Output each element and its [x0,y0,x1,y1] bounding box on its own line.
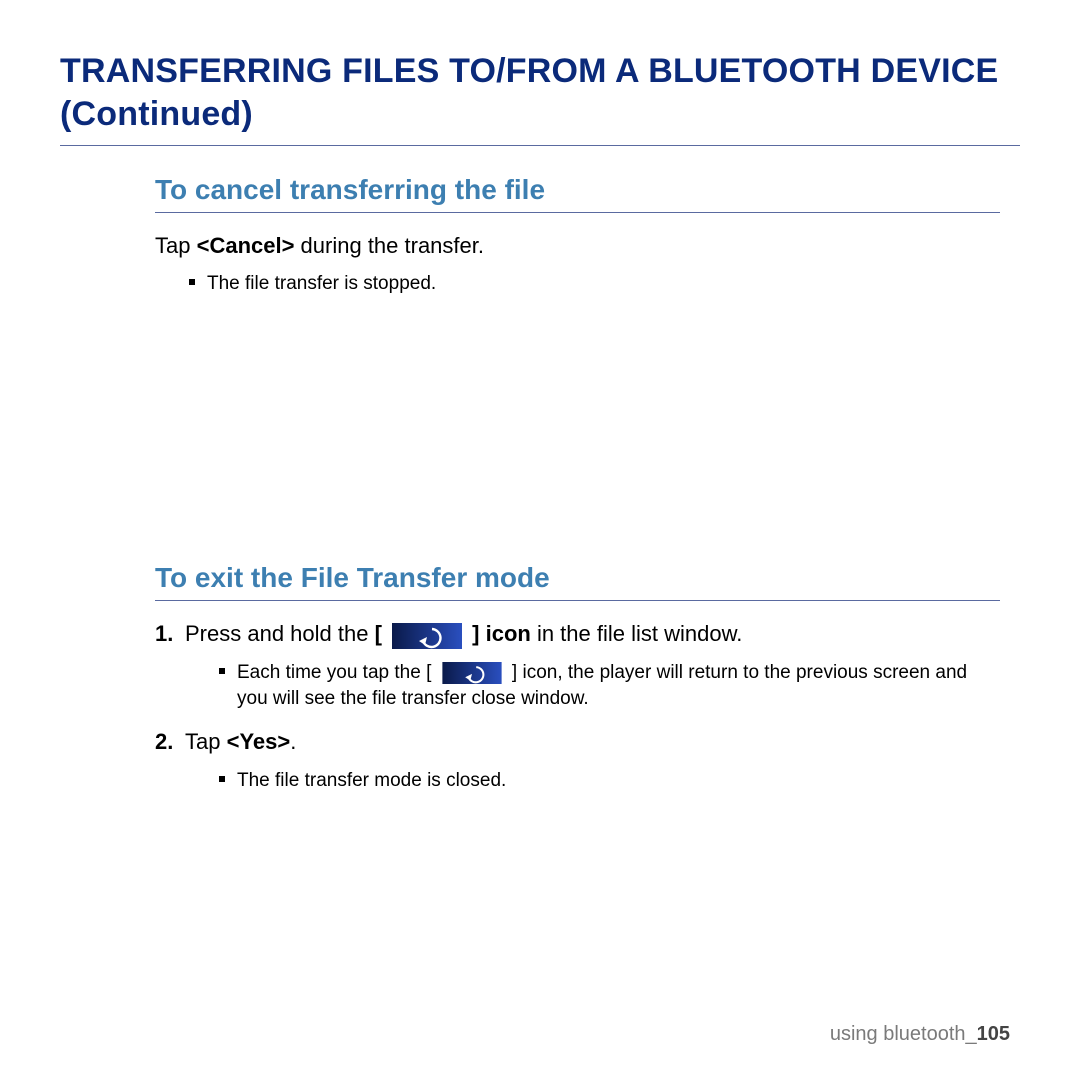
back-arrow-icon [392,623,462,649]
step-2-bullet: The file transfer mode is closed. [219,768,1000,794]
text: Each time you tap the [237,662,426,683]
text: Press and hold the [185,621,375,646]
step-1: 1. Press and hold the [ [155,619,1000,650]
icon-word: icon [479,621,530,646]
subheading-exit: To exit the File Transfer mode [155,562,1000,601]
bracket: [ [375,621,382,646]
text: during the transfer. [294,233,484,258]
manual-page: TRANSFERRING FILES TO/FROM A BLUETOOTH D… [0,0,1080,1080]
step-number: 1. [155,619,185,650]
step-text: Press and hold the [ ] [185,619,1000,650]
text: Tap [185,729,227,754]
bracket: [ [426,662,431,683]
footer-label: using bluetooth_ [830,1023,977,1045]
step-text: Tap <Yes>. [185,727,1000,758]
text: Tap [155,233,197,258]
step-1-bullet: Each time you tap the [ ] icon, the play… [219,660,1000,711]
cancel-label: <Cancel> [197,233,295,258]
cancel-result-bullet: The file transfer is stopped. [189,271,1000,297]
cancel-instruction: Tap <Cancel> during the transfer. [155,231,1000,261]
step-2: 2. Tap <Yes>. [155,727,1000,758]
page-number: 105 [977,1023,1010,1045]
spacer [60,302,1020,562]
back-arrow-icon [441,662,503,684]
page-footer: using bluetooth_105 [830,1023,1010,1046]
text: in the file list window. [531,621,743,646]
section-exit-transfer: To exit the File Transfer mode 1. Press … [155,562,1000,794]
text: . [290,729,296,754]
subheading-cancel: To cancel transferring the file [155,174,1000,213]
section-cancel-transfer: To cancel transferring the file Tap <Can… [155,174,1000,296]
step-number: 2. [155,727,185,758]
page-title: TRANSFERRING FILES TO/FROM A BLUETOOTH D… [60,50,1020,146]
yes-label: <Yes> [227,729,291,754]
